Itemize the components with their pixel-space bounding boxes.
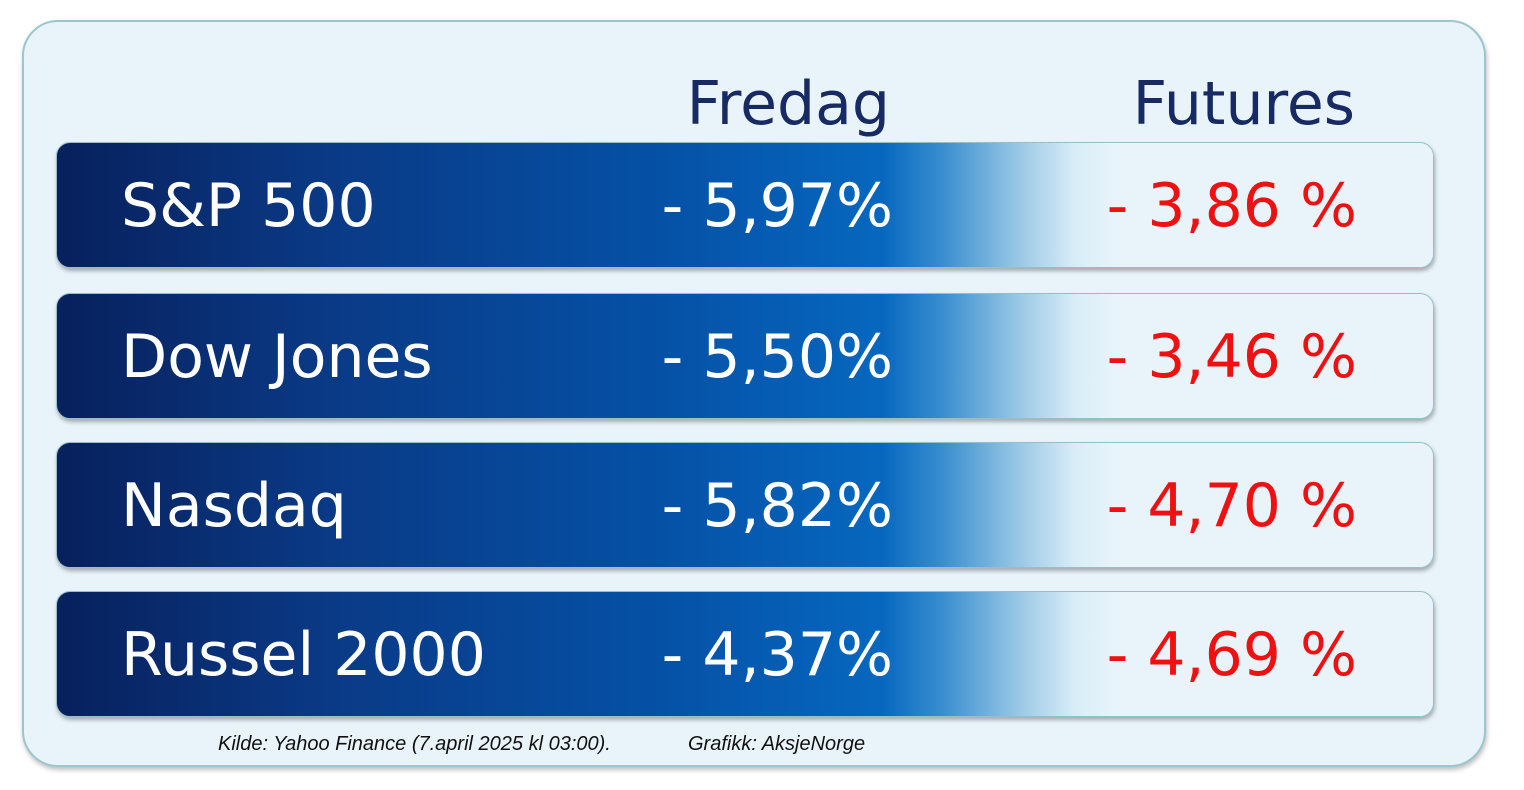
- fredag-change: - 5,97%: [661, 171, 893, 241]
- graphics-credit: Grafikk: AksjeNorge: [688, 733, 866, 755]
- futures-change: - 4,69 %: [1106, 620, 1357, 690]
- index-name: S&P 500: [121, 171, 376, 241]
- index-name: Dow Jones: [121, 322, 433, 392]
- futures-change: - 4,70 %: [1106, 471, 1357, 541]
- index-name: Russel 2000: [121, 620, 486, 690]
- futures-change: - 3,86 %: [1106, 171, 1357, 241]
- futures-change: - 3,46 %: [1106, 322, 1357, 392]
- source-note: Kilde: Yahoo Finance (7.april 2025 kl 03…: [218, 733, 611, 755]
- column-header-fredag: Fredag: [686, 69, 890, 139]
- index-row-sp500: S&P 500 - 5,97% - 3,86 %: [56, 142, 1434, 268]
- fredag-change: - 5,50%: [661, 322, 893, 392]
- fredag-change: - 5,82%: [661, 471, 893, 541]
- index-name: Nasdaq: [121, 471, 347, 541]
- column-header-futures: Futures: [1132, 69, 1355, 139]
- fredag-change: - 4,37%: [661, 620, 893, 690]
- index-row-dow-jones: Dow Jones - 5,50% - 3,46 %: [56, 293, 1434, 419]
- index-row-russel-2000: Russel 2000 - 4,37% - 4,69 %: [56, 591, 1434, 717]
- index-row-nasdaq: Nasdaq - 5,82% - 4,70 %: [56, 442, 1434, 568]
